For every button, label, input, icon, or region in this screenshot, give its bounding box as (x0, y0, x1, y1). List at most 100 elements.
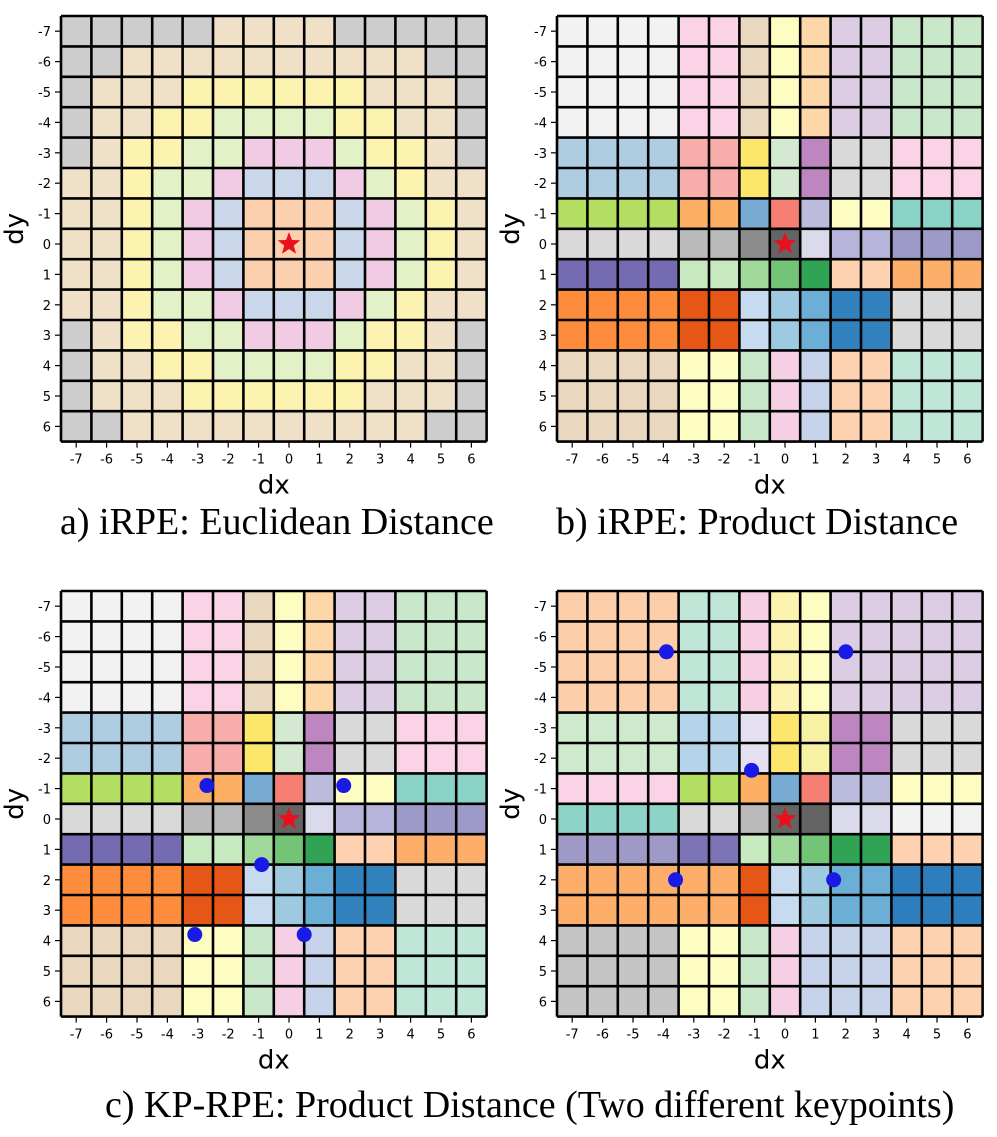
grid-cell (152, 380, 183, 412)
grid-cell (709, 46, 740, 77)
grid-cell (921, 16, 953, 47)
grid-cell (152, 925, 183, 956)
grid-cell (557, 320, 588, 351)
grid-cell (769, 320, 801, 351)
grid-cell (61, 107, 92, 138)
grid-cell (273, 621, 305, 652)
grid-cell (830, 168, 861, 199)
x-tick-label: -7 (566, 453, 579, 468)
grid-cell (425, 682, 457, 713)
grid-cell (678, 591, 709, 622)
grid-cell (891, 76, 922, 108)
grid-cell (91, 228, 122, 260)
grid-cell (617, 895, 649, 926)
grid-cell (739, 259, 770, 290)
grid-cell (425, 46, 457, 77)
grid-cell (91, 320, 122, 351)
grid-cell (648, 16, 679, 47)
grid-cell (891, 16, 922, 47)
grid-cell (365, 682, 396, 713)
grid-cell (425, 380, 457, 412)
grid-cell (304, 411, 335, 442)
grid-cell (334, 925, 365, 956)
grid-cell (152, 350, 183, 381)
grid-cell (304, 137, 335, 168)
grid-cell (830, 198, 861, 229)
grid-cell (830, 925, 861, 956)
grid-cell (304, 350, 335, 381)
grid-cell (395, 228, 426, 260)
grid-cell (587, 76, 618, 108)
grid-cell (152, 803, 183, 835)
grid-cell (769, 986, 801, 1017)
grid-cell (365, 16, 396, 47)
grid-cell (182, 986, 213, 1017)
grid-cell (395, 682, 426, 713)
grid-cell (365, 803, 396, 835)
grid-cell (365, 320, 396, 351)
grid-cell (617, 651, 649, 683)
grid-cell (425, 773, 457, 804)
grid-cell (921, 895, 953, 926)
grid-cell (304, 895, 335, 926)
grid-cell (678, 955, 709, 987)
grid-cell (61, 864, 92, 895)
grid-cell (365, 712, 396, 743)
grid-cell (739, 621, 770, 652)
grid-cell (617, 46, 649, 77)
grid-cell (952, 289, 983, 320)
grid-cell (334, 228, 365, 260)
y-tick-label: 2 (43, 299, 51, 314)
grid-cell (365, 76, 396, 108)
grid-cell (709, 320, 740, 351)
grid-cell (365, 925, 396, 956)
grid-cell (152, 651, 183, 683)
grid-cell (273, 591, 305, 622)
grid-cell (121, 773, 153, 804)
grid-cell (213, 137, 244, 168)
grid-cell (952, 955, 983, 987)
grid-cell (557, 712, 588, 743)
x-tick-label: 1 (315, 1028, 323, 1043)
grid-cell (425, 591, 457, 622)
grid-cell (395, 834, 426, 865)
y-tick-label: 1 (43, 268, 51, 283)
grid-cell (213, 46, 244, 77)
grid-cell (121, 137, 153, 168)
grid-cell (152, 46, 183, 77)
grid-cell (587, 803, 618, 835)
keypoint-marker (296, 927, 312, 943)
grid-cell (861, 834, 892, 865)
grid-cell (952, 712, 983, 743)
grid-cell (456, 168, 487, 199)
grid-cell (769, 895, 801, 926)
grid-cell (648, 168, 679, 199)
grid-cell (921, 137, 953, 168)
grid-cell (456, 986, 487, 1017)
y-tick-label: -3 (38, 147, 51, 162)
grid-cell (587, 651, 618, 683)
grid-cell (243, 411, 274, 442)
panel-a-euclidean-distance: -7 -6 -5 -4 -3 -2 -1 0 1 2 3 4 5 6 -7 -6 -5 -4 -3 -2 -1 0 1 2 3 4… (0, 14, 488, 501)
grid-cell (800, 712, 831, 743)
grid-cell (243, 895, 274, 926)
grid-cell (425, 895, 457, 926)
grid-cell (891, 137, 922, 168)
grid-cell (152, 712, 183, 743)
grid-cell (182, 228, 213, 260)
grid-cell (830, 16, 861, 47)
grid-cell (243, 712, 274, 743)
x-tick-label: 3 (872, 453, 880, 468)
grid-cell (61, 228, 92, 260)
grid-cell (769, 168, 801, 199)
grid-cell (921, 773, 953, 804)
grid-cell (678, 320, 709, 351)
grid-cell (243, 773, 274, 804)
grid-cell (830, 76, 861, 108)
grid-cell (861, 803, 892, 835)
grid-cell (921, 682, 953, 713)
y-tick-label: 0 (43, 238, 51, 253)
x-tick-label: -3 (191, 1028, 204, 1043)
y-tick-label: -5 (38, 86, 51, 101)
grid-cell (891, 350, 922, 381)
